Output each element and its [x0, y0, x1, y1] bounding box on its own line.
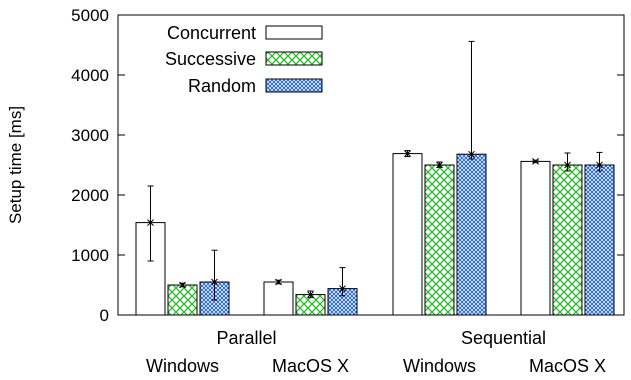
- mean-marker: [404, 150, 411, 157]
- y-tick-label: 2000: [71, 186, 109, 205]
- bar-concurrent: [520, 160, 551, 316]
- y-tick-label: 1000: [71, 246, 109, 265]
- mean-marker: [339, 285, 346, 292]
- category-label: Windows: [403, 356, 476, 376]
- mean-marker: [179, 281, 186, 289]
- category-label: MacOS X: [529, 356, 606, 376]
- category-label: MacOS X: [272, 356, 349, 376]
- legend-swatch: [265, 25, 323, 40]
- mean-marker: [564, 161, 571, 169]
- legend-label: Successive: [165, 49, 256, 69]
- bar-series: [135, 153, 615, 316]
- mean-marker: [307, 291, 314, 298]
- category-label: Windows: [146, 356, 219, 376]
- legend-label: Random: [188, 76, 256, 96]
- mean-marker: [436, 161, 443, 169]
- mean-marker: [275, 278, 282, 286]
- plot-frame: [117, 14, 625, 316]
- y-axis: 0 1000 2000 3000 4000 5000: [71, 6, 624, 325]
- error-bars: [147, 40, 603, 301]
- mean-marker: [532, 158, 539, 165]
- y-tick-label: 5000: [71, 6, 109, 25]
- bar-successive: [167, 284, 198, 316]
- group-label: Parallel: [216, 328, 276, 348]
- bar-random: [456, 153, 487, 316]
- bar-random: [584, 164, 615, 316]
- group-label: Sequential: [461, 328, 546, 348]
- bar-successive: [424, 164, 455, 316]
- y-tick-label: 3000: [71, 126, 109, 145]
- mean-marker: [211, 278, 218, 286]
- legend-label: Concurrent: [167, 23, 256, 43]
- y-axis-label: Setup time [ms]: [6, 106, 25, 224]
- y-tick-label: 0: [100, 306, 109, 325]
- mean-marker: [468, 150, 475, 158]
- mean-marker: [147, 219, 154, 226]
- legend-swatch: [265, 78, 323, 93]
- bar-successive: [552, 164, 583, 316]
- x-axis-labels: Windows MacOS X Windows MacOS X Parallel Sequ…: [146, 328, 606, 376]
- y-tick-label: 4000: [71, 66, 109, 85]
- legend: Concurrent Successive Random: [165, 23, 323, 96]
- mean-marker: [596, 161, 603, 169]
- legend-swatch: [265, 51, 323, 66]
- bar-concurrent: [263, 281, 294, 316]
- bar-concurrent: [392, 153, 423, 316]
